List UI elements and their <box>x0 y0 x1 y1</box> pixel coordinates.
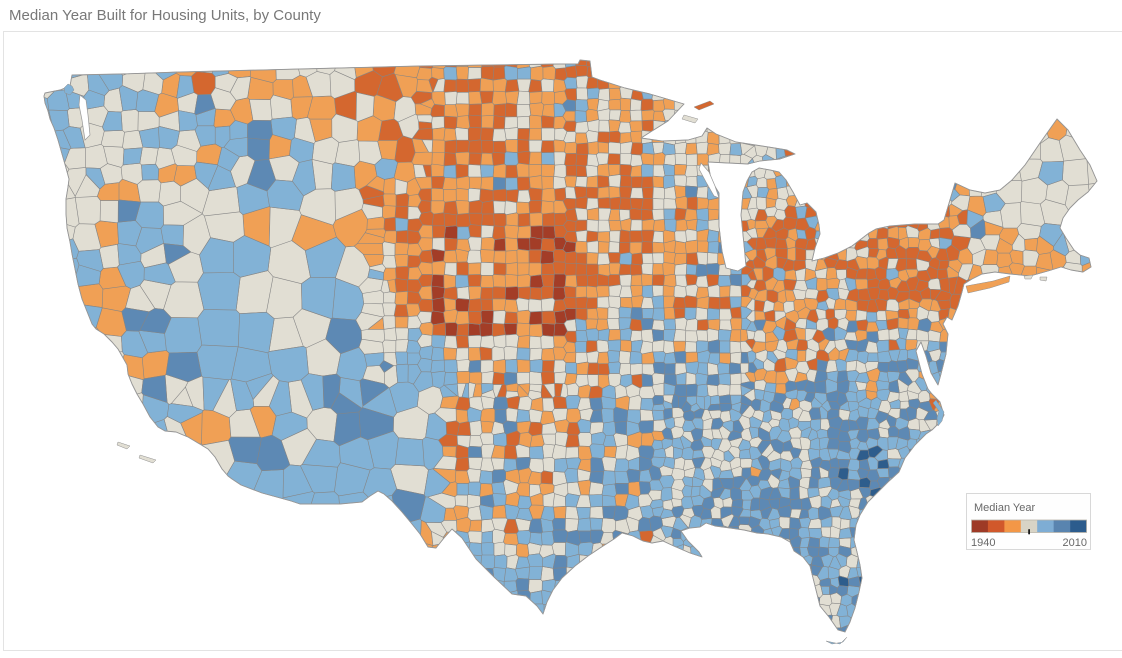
svg-text:1940: 1940 <box>971 537 995 549</box>
svg-text:2010: 2010 <box>1063 537 1087 549</box>
svg-text:Median Year: Median Year <box>974 502 1035 514</box>
